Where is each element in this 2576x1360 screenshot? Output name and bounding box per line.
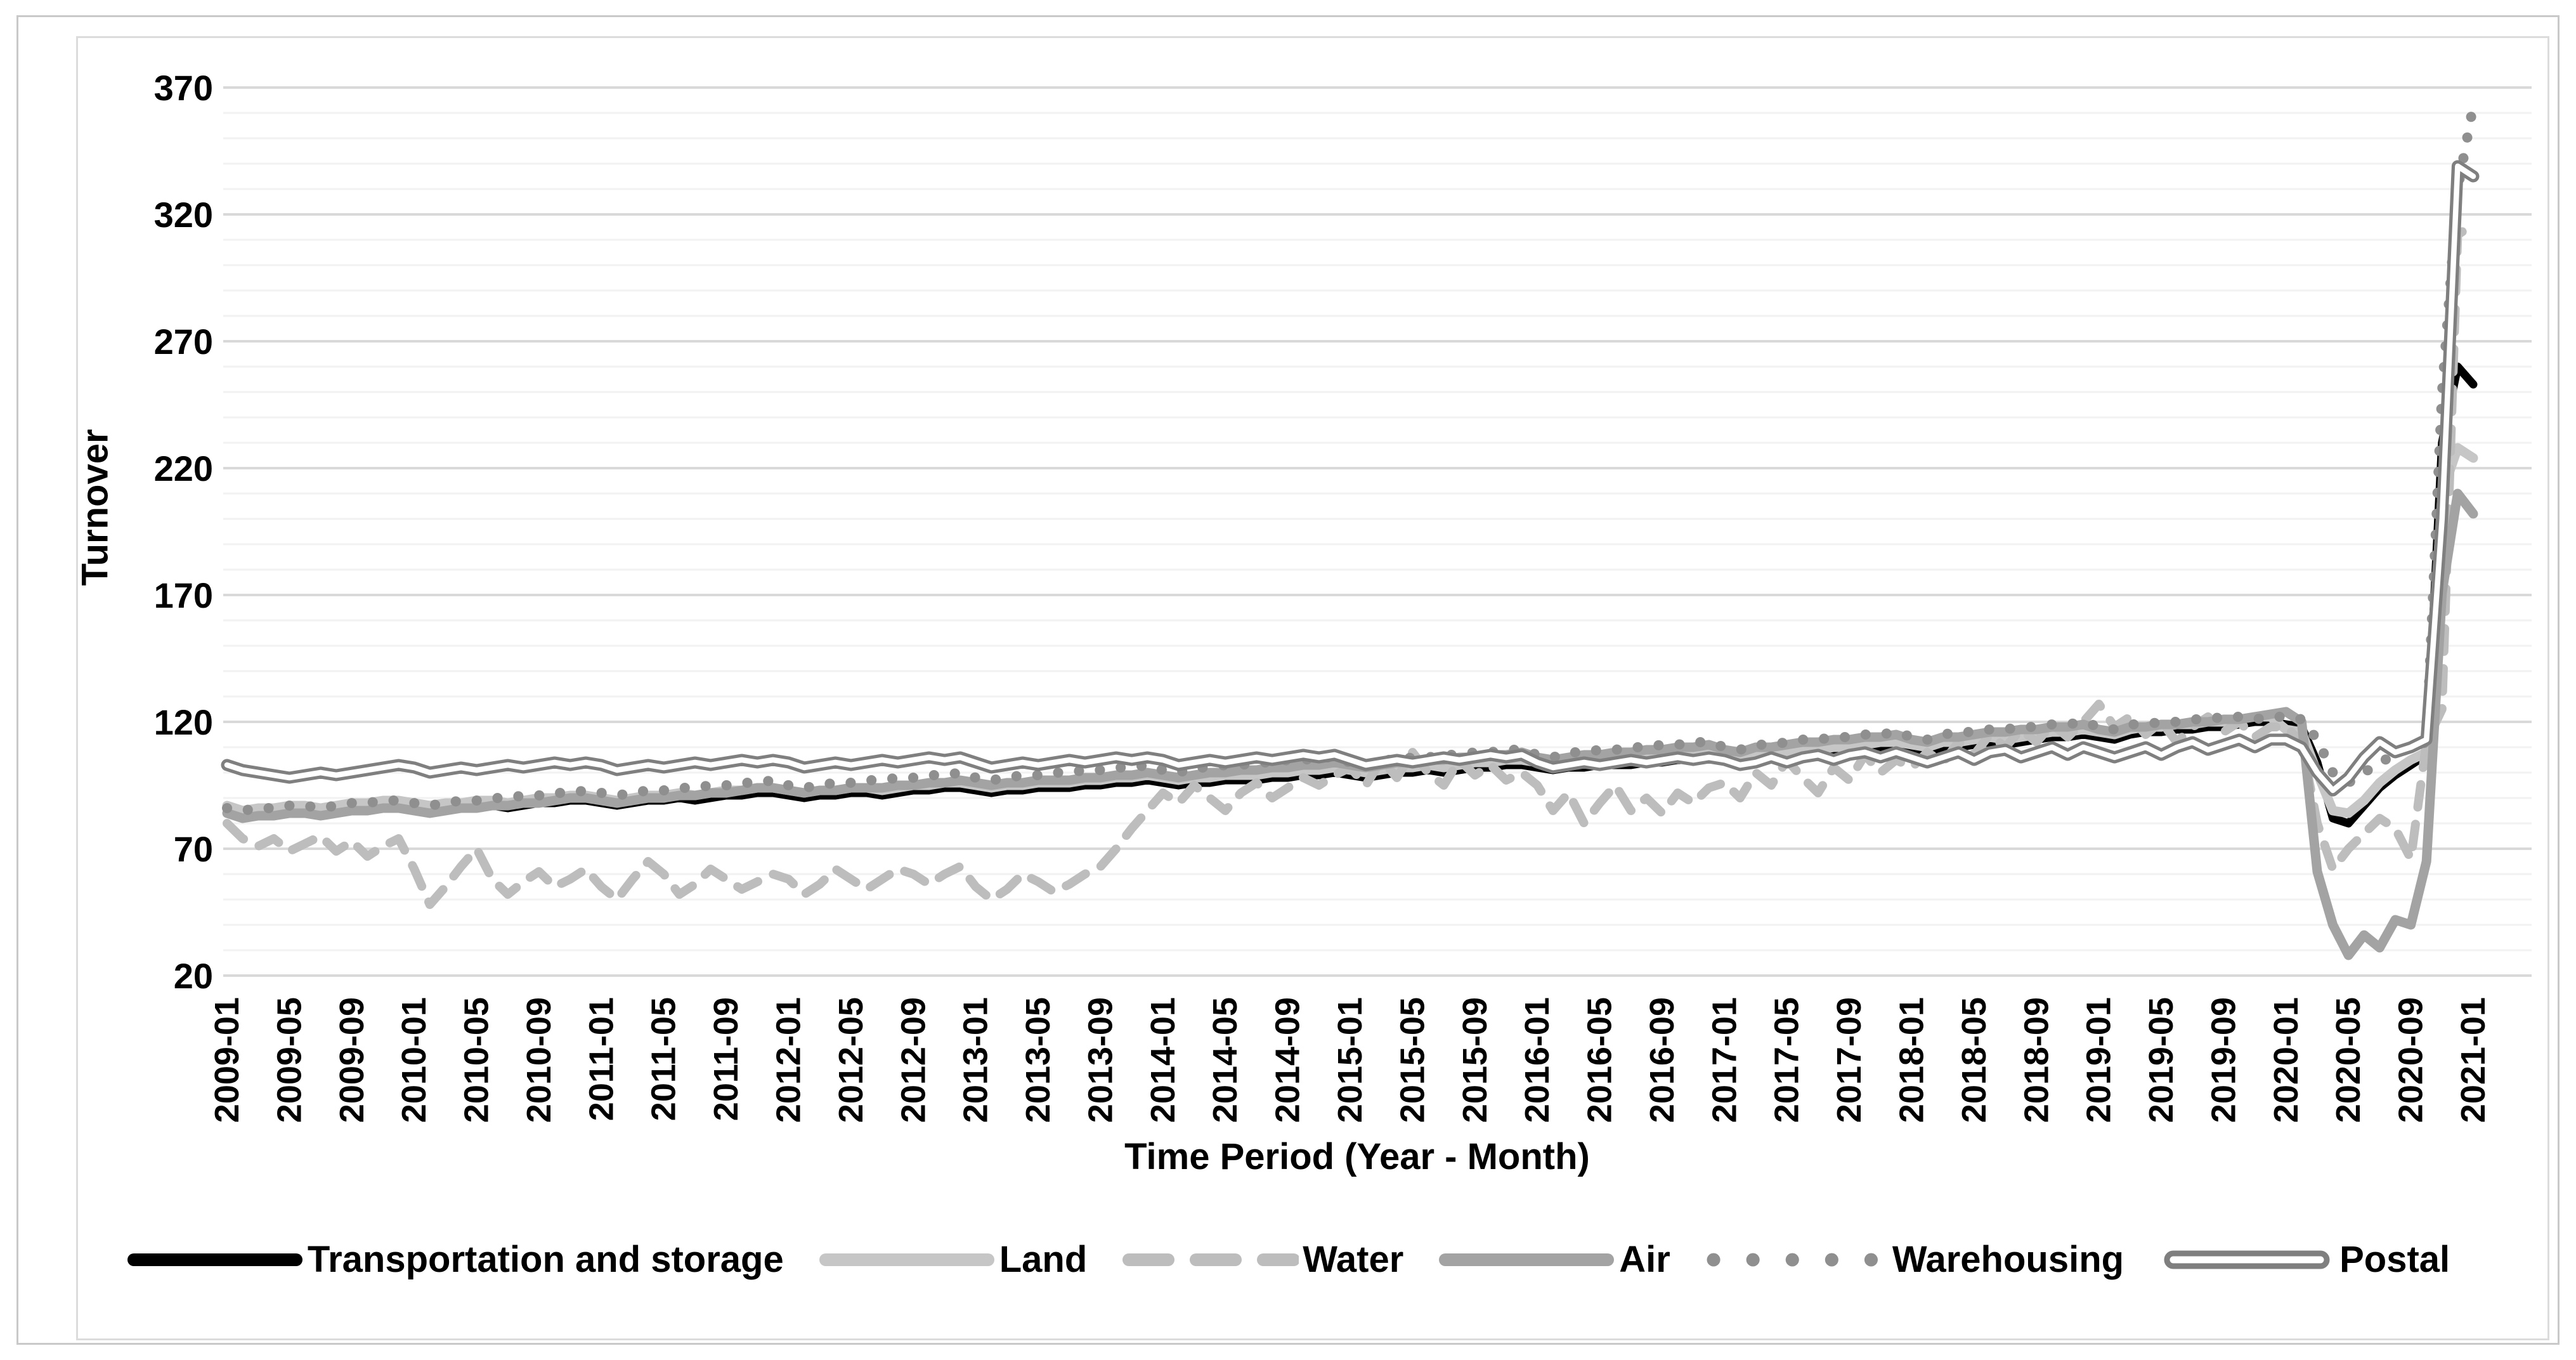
legend-label-transportation: Transportation and storage <box>307 1239 784 1280</box>
x-tick-label: 2009-01 <box>208 997 246 1123</box>
series-warehousing <box>222 100 2478 816</box>
x-tick-label: 2017-05 <box>1768 997 1806 1123</box>
warehousing-dotted-swatch-icon <box>1707 1253 1889 1266</box>
legend-item-air: Air <box>1438 1238 1670 1281</box>
series-line-postal-inner <box>224 163 2476 794</box>
x-tick-label: 2016-01 <box>1518 997 1556 1123</box>
x-tick-label: 2013-01 <box>957 997 995 1123</box>
y-axis-title: Turnover <box>74 429 116 586</box>
legend-label-water: Water <box>1303 1239 1404 1280</box>
x-tick-label: 2015-01 <box>1331 997 1369 1123</box>
x-tick-label: 2010-01 <box>395 997 433 1123</box>
x-tick-label: 2010-05 <box>458 997 496 1123</box>
x-tick-label: 2013-09 <box>1081 997 1119 1123</box>
legend-label-postal: Postal <box>2339 1239 2450 1280</box>
legend-item-transportation: Transportation and storage <box>126 1238 784 1281</box>
series-postal <box>221 160 2480 797</box>
x-tick-label: 2012-05 <box>832 997 870 1123</box>
y-tick-label: 320 <box>154 195 213 235</box>
gridlines <box>223 86 2532 977</box>
water-dashed-swatch-icon <box>1122 1253 1299 1266</box>
x-tick-label: 2011-09 <box>707 997 745 1121</box>
legend-label-air: Air <box>1619 1239 1670 1280</box>
legend: Transportation and storage Land Water Ai… <box>0 1238 2576 1281</box>
transportation-line-swatch-icon <box>127 1253 302 1266</box>
x-tick-label: 2019-05 <box>2142 997 2180 1123</box>
x-tick-label: 2020-05 <box>2329 997 2367 1123</box>
x-tick-label: 2020-09 <box>2392 997 2430 1123</box>
x-tick-label: 2015-09 <box>1456 997 1494 1123</box>
x-tick-label: 2016-05 <box>1581 997 1619 1123</box>
x-tick-label: 2015-05 <box>1393 997 1431 1123</box>
x-tick-label: 2019-01 <box>2080 997 2118 1123</box>
y-tick-label: 370 <box>154 68 213 108</box>
figure-outer-border <box>16 15 2560 1345</box>
x-tick-label: 2012-01 <box>770 997 808 1123</box>
series-line-warehousing <box>222 100 2478 816</box>
x-tick-label: 2011-05 <box>645 997 683 1121</box>
legend-label-warehousing: Warehousing <box>1892 1239 2124 1280</box>
x-tick-label: 2018-01 <box>1893 997 1931 1123</box>
land-line-swatch-icon <box>819 1253 994 1266</box>
x-tick-label: 2014-01 <box>1144 997 1182 1123</box>
postal-double-line-swatch-icon <box>2164 1250 2330 1269</box>
x-tick-label: 2017-09 <box>1830 997 1868 1123</box>
y-tick-label: 20 <box>174 956 213 996</box>
x-tick-label: 2013-05 <box>1019 997 1057 1123</box>
legend-item-postal: Postal <box>2158 1238 2450 1281</box>
x-tick-label: 2016-09 <box>1643 997 1681 1123</box>
y-tick-label: 270 <box>154 322 213 362</box>
x-tick-label: 2018-09 <box>2017 997 2055 1123</box>
x-tick-label: 2021-01 <box>2454 997 2492 1123</box>
x-tick-label: 2012-09 <box>894 997 932 1123</box>
legend-item-water: Water <box>1121 1238 1403 1281</box>
air-line-swatch-icon <box>1439 1253 1615 1266</box>
x-tick-label: 2009-05 <box>270 997 308 1123</box>
x-axis-title: Time Period (Year - Month) <box>1124 1136 1590 1177</box>
x-tick-label: 2020-01 <box>2267 997 2305 1123</box>
x-tick-label: 2018-05 <box>1955 997 1993 1123</box>
chart-area-border <box>76 36 2549 1340</box>
legend-item-warehousing: Warehousing <box>1705 1238 2124 1281</box>
legend-item-land: Land <box>818 1238 1088 1281</box>
y-tick-labels: 20 70 120 170 220 270 320 370 <box>154 68 213 996</box>
x-tick-label: 2011-01 <box>582 997 620 1121</box>
x-tick-label: 2009-09 <box>333 997 371 1123</box>
y-tick-label: 220 <box>154 448 213 488</box>
x-tick-label: 2017-01 <box>1705 997 1743 1123</box>
legend-label-land: Land <box>999 1239 1088 1280</box>
y-tick-label: 70 <box>174 829 213 869</box>
x-tick-label: 2010-09 <box>520 997 558 1123</box>
y-tick-label: 120 <box>154 702 213 742</box>
x-tick-label: 2019-09 <box>2204 997 2242 1123</box>
x-tick-labels: 2009-01 2009-05 2009-09 2010-01 2010-05 2010-… <box>208 997 2492 1123</box>
x-tick-label: 2014-05 <box>1206 997 1244 1123</box>
y-tick-label: 170 <box>154 575 213 615</box>
x-tick-label: 2014-09 <box>1269 997 1307 1123</box>
